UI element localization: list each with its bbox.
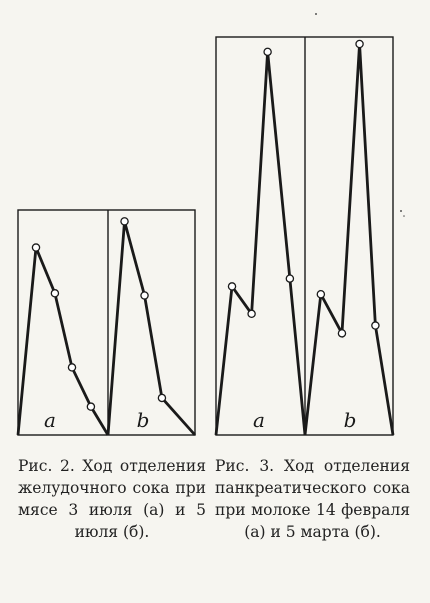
data-point [67, 363, 77, 372]
data-point [31, 243, 41, 252]
figure-2-frame [17, 209, 196, 436]
data-point [247, 309, 256, 319]
figure-2-caption: Рис. 2. Ход отделения желудочного сока п… [18, 457, 206, 541]
series-line [16, 246, 110, 436]
figure-2: a b [16, 209, 197, 436]
panel-label: a [253, 408, 265, 432]
scan-speck [315, 13, 317, 15]
panel-label: b [137, 408, 150, 432]
figure-2-panel-a: a [16, 243, 110, 436]
data-point [371, 321, 380, 330]
data-point [157, 393, 167, 403]
figure-2-panel-b: b [106, 217, 197, 436]
data-point [50, 289, 60, 298]
figure-3-panel-b: b [303, 39, 395, 436]
figure-3: a b [214, 36, 395, 436]
series-line [303, 43, 395, 436]
data-point [285, 274, 295, 283]
figures-canvas: a b a b [16, 13, 405, 436]
panel-label: b [344, 408, 357, 432]
data-point [227, 282, 237, 291]
figure-3-caption: Рис. 3. Ход отделения панкреатического с… [215, 457, 410, 541]
data-point [337, 329, 347, 338]
data-point [120, 217, 129, 226]
panel-label: a [44, 408, 56, 432]
data-point [263, 47, 272, 57]
data-point [316, 289, 326, 299]
scan-speck [403, 215, 405, 217]
data-point [355, 39, 364, 49]
data-point [86, 402, 96, 411]
data-point [140, 291, 149, 300]
series-line [214, 51, 307, 436]
scan-speck [400, 210, 402, 212]
series-line [106, 220, 197, 436]
figure-3-panel-a: a [214, 47, 307, 436]
